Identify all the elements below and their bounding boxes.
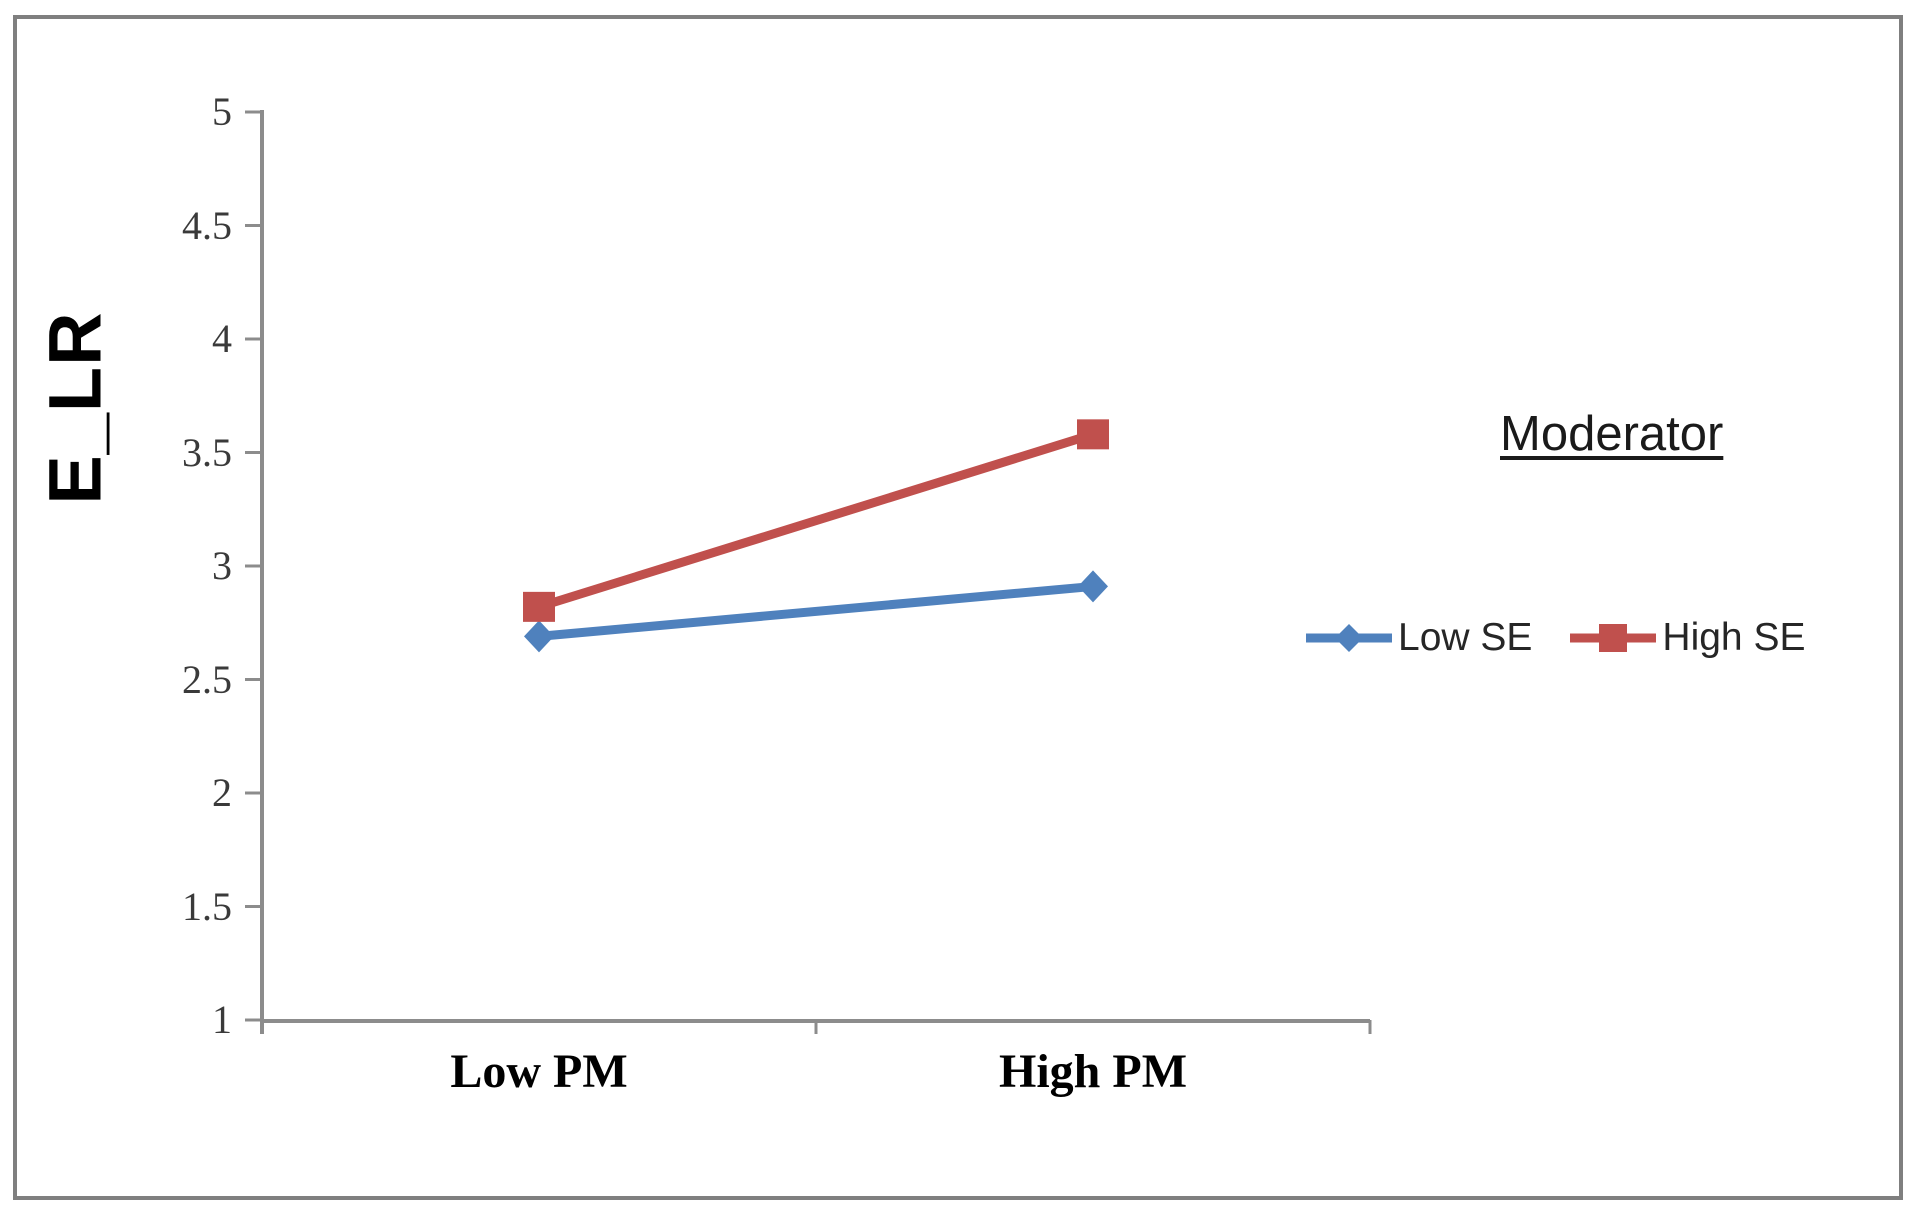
x-category-label-high-pm: High PM	[999, 1045, 1187, 1098]
y-tick-label: 1.5	[182, 883, 232, 929]
y-tick-label: 1	[212, 997, 232, 1042]
legend-items: Low SE High SE	[1306, 616, 1805, 660]
series-line-low-se	[538, 581, 1094, 641]
y-tick-label: 3	[212, 543, 232, 588]
y-tick-label: 4	[212, 316, 232, 361]
legend-title: Moderator	[1500, 407, 1724, 461]
data-point-diamond	[1078, 570, 1108, 603]
data-point-square	[523, 591, 555, 622]
y-tick-label: 4.5	[182, 202, 232, 248]
legend-item-low-se: Low SE	[1306, 616, 1532, 660]
low-se-line-diamond-icon	[1306, 624, 1392, 652]
legend-item-high-se: High SE	[1570, 616, 1805, 660]
series-line-high-se	[537, 430, 1095, 612]
figure-border	[13, 15, 1903, 1200]
legend-label-low-se: Low SE	[1398, 616, 1533, 659]
high-se-line-square-icon	[1570, 624, 1657, 652]
y-tick-label: 2	[212, 770, 232, 815]
y-tick-label: 3.5	[182, 429, 232, 475]
y-tick-label: 5	[212, 89, 232, 134]
x-category-label-low-pm: Low PM	[450, 1045, 628, 1098]
data-point-diamond	[524, 620, 554, 653]
data-point-square	[1077, 419, 1109, 450]
legend-label-high-se: High SE	[1662, 616, 1806, 659]
y-tick-label: 2.5	[182, 656, 232, 702]
